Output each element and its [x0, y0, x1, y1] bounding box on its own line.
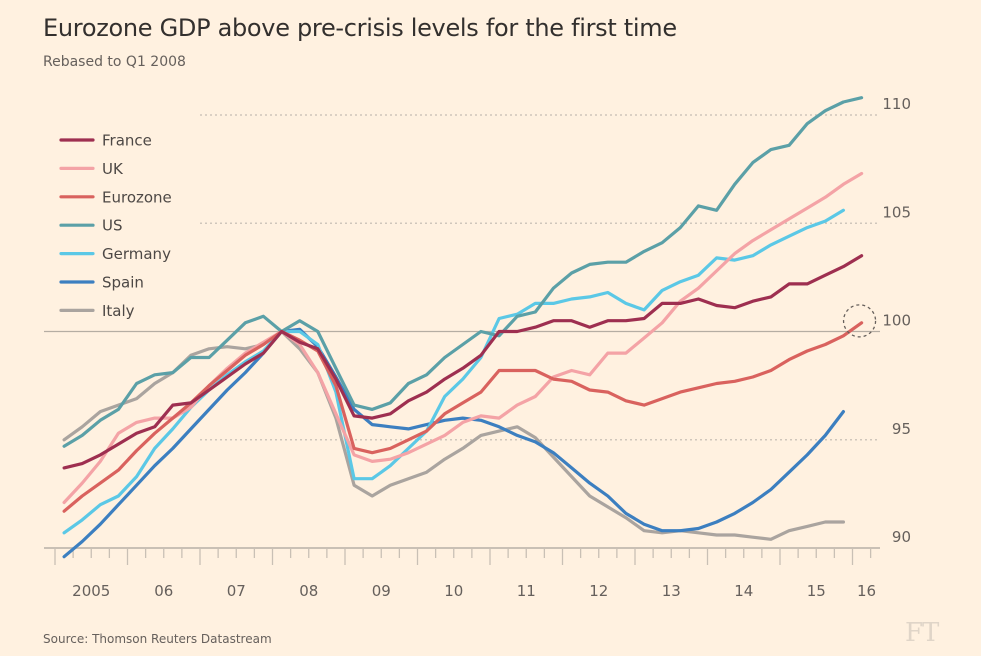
source-note: Source: Thomson Reuters Datastream [43, 632, 272, 646]
ft-logo: FT [905, 618, 939, 648]
y-tick-label: 100 [882, 312, 911, 330]
legend-item-us: US [59, 217, 123, 235]
series-line-france [62, 254, 864, 470]
x-tick-label: 11 [517, 582, 536, 600]
x-tick-label: 16 [857, 582, 876, 600]
legend-label: Italy [102, 302, 135, 320]
series-line-germany [62, 208, 846, 535]
x-tick-label: 06 [154, 582, 173, 600]
x-tick-label: 15 [807, 582, 826, 600]
legend-item-eurozone: Eurozone [59, 188, 172, 206]
legend: France UK Eurozone US Germany Spain Italy [59, 132, 172, 320]
legend-item-uk: UK [59, 160, 124, 178]
series-lines [62, 96, 864, 559]
x-tick-label: 12 [589, 582, 608, 600]
legend-item-france: France [59, 132, 152, 150]
x-tick-label: 08 [299, 582, 318, 600]
annotations [842, 304, 877, 338]
y-tick-label: 105 [882, 203, 911, 221]
chart-subtitle: Rebased to Q1 2008 [43, 54, 186, 70]
highlight-circle [842, 304, 877, 338]
x-tick-label: 09 [372, 582, 391, 600]
legend-label: Spain [102, 274, 144, 292]
legend-label: Germany [102, 245, 171, 263]
x-tick-label: 07 [227, 582, 246, 600]
legend-label: France [102, 132, 152, 150]
x-tick-label: 2005 [72, 582, 110, 600]
gridlines: 90 95 100 105 110 [44, 95, 911, 549]
series-line-spain [62, 327, 846, 559]
y-tick-label: 110 [882, 95, 911, 113]
series-line-us [62, 96, 864, 448]
legend-item-italy: Italy [59, 302, 135, 320]
x-axis: 2005 06 07 08 09 10 11 12 13 14 15 16 [54, 549, 876, 600]
legend-label: Eurozone [102, 188, 172, 206]
legend-item-germany: Germany [59, 245, 171, 263]
legend-item-spain: Spain [59, 274, 144, 292]
x-tick-label: 10 [444, 582, 463, 600]
y-tick-label: 95 [892, 420, 911, 438]
x-tick-label: 14 [734, 582, 753, 600]
x-tick-label: 13 [662, 582, 681, 600]
legend-label: UK [102, 160, 124, 178]
y-tick-label: 90 [892, 528, 911, 546]
legend-label: US [102, 217, 123, 235]
chart-title: Eurozone GDP above pre-crisis levels for… [43, 14, 677, 42]
series-line-italy [62, 329, 846, 541]
